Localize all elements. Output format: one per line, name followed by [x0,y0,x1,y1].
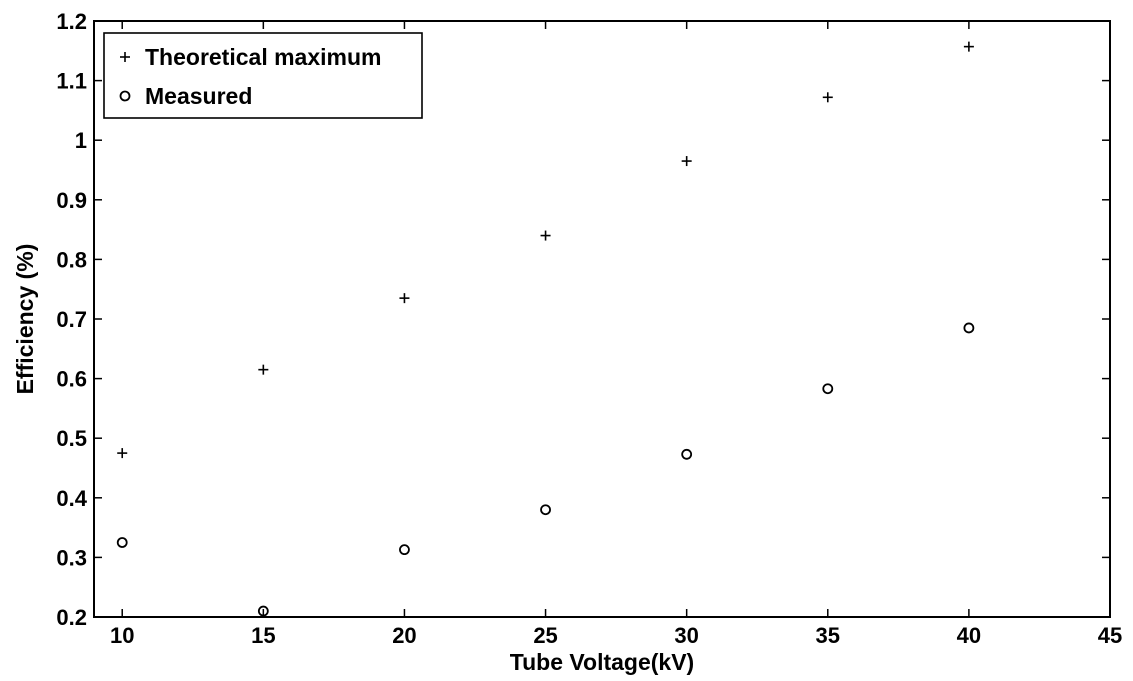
theoretical-maximum-point [399,293,410,304]
measured-point [399,544,410,556]
y-tick-label: 1.1 [56,69,87,94]
y-tick-label: 0.6 [56,367,87,392]
x-tick-label: 35 [816,623,840,648]
theoretical-maximum-point [540,230,551,241]
theoretical-maximum-point [822,92,833,103]
y-axis-label: Efficiency (%) [12,244,38,395]
legend-marker-theoretical-maximum [120,52,130,62]
x-tick-label: 15 [251,623,275,648]
x-tick-label: 20 [392,623,416,648]
measured-point [822,383,834,395]
measured-point [116,537,128,548]
x-tick-label: 25 [533,623,557,648]
legend-plus-icon [120,52,130,62]
y-tick-label: 0.4 [56,486,87,511]
legend-box [103,32,423,119]
theoretical-maximum-point [117,448,128,459]
axis-ticks: 10 15 20 25 30 35 40 45 0.2 0.3 0.4 0.5 0.6 0.7 0.8 0.9… [56,9,1122,648]
legend-label-theoretical-maximum: Theoretical maximum [145,44,381,70]
x-tick-label: 30 [674,623,698,648]
measured-point [681,448,693,460]
plot-area [93,20,1111,618]
y-tick-label: 0.9 [56,188,87,213]
y-tick-label: 0.2 [56,605,87,630]
legend-label-measured: Measured [145,83,252,109]
theoretical-maximum-point [258,364,269,375]
x-tick-label: 45 [1098,623,1122,648]
x-axis-label: Tube Voltage(kV) [510,649,694,675]
y-tick-label: 1 [75,128,87,153]
legend-circle-icon [119,90,131,102]
theoretical-maximum-point [681,156,692,167]
y-tick-label: 0.8 [56,247,87,272]
y-tick-label: 0.7 [56,307,87,332]
measured-point [963,322,975,334]
y-tick-label: 0.3 [56,545,87,570]
theoretical-maximum-point [963,41,974,52]
x-tick-label: 10 [110,623,134,648]
y-tick-label: 0.5 [56,426,87,451]
measured-point [257,605,269,617]
y-tick-label: 1.2 [56,9,87,34]
x-tick-label: 40 [957,623,981,648]
legend-marker-measured [119,90,131,102]
measured-point [540,504,551,516]
data-points [116,41,975,617]
legend: Theoretical maximum Measured [103,32,423,119]
